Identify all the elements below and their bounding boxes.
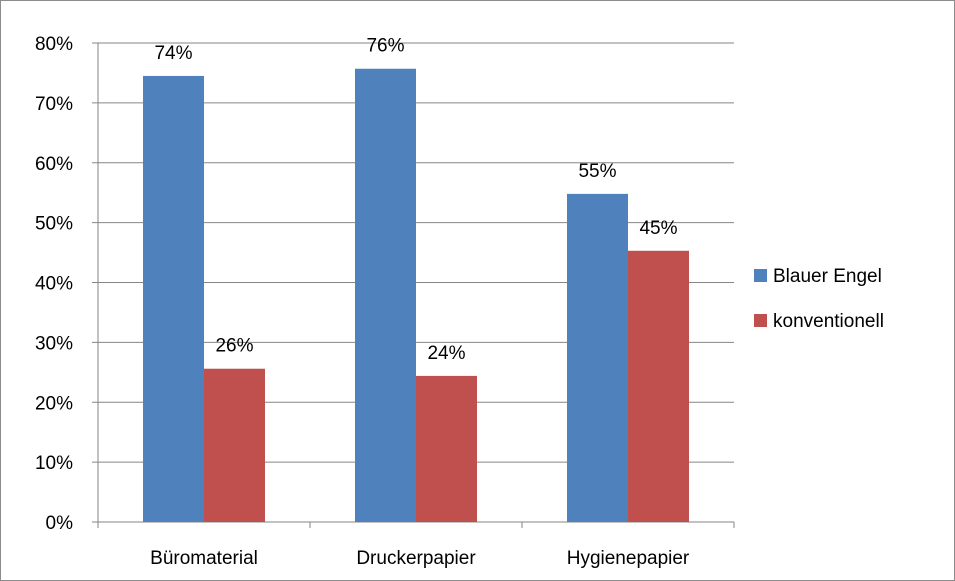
legend-label: konventionell (773, 311, 884, 332)
bar-blauer-engel (355, 68, 416, 522)
data-label: 76% (366, 36, 404, 57)
bars (143, 68, 689, 523)
y-tick-label: 0% (46, 513, 74, 534)
legend-swatch (754, 314, 767, 327)
legend: Blauer Engel konventionell (754, 266, 884, 332)
axes: 0% 10% 20% 30% 40% 50% 60% 70% 80% Büromaterial Dr… (35, 34, 735, 569)
y-tick-label: 80% (35, 34, 73, 55)
bar-blauer-engel (143, 75, 204, 523)
y-tick-label: 20% (35, 393, 73, 414)
x-tick-label: Druckerpapier (356, 548, 476, 569)
y-tick-label: 50% (35, 214, 73, 235)
data-label: 24% (427, 343, 465, 364)
data-label: 74% (154, 43, 192, 64)
y-tick-label: 70% (35, 94, 73, 115)
legend-label: Blauer Engel (773, 266, 882, 287)
data-label: 26% (215, 336, 253, 357)
bar-konventionell (416, 375, 477, 522)
bar-konventionell (204, 368, 265, 522)
legend-swatch (754, 269, 767, 282)
y-tick-label: 30% (35, 333, 73, 354)
bar-blauer-engel (567, 193, 628, 522)
data-labels: 74% 26% 76% 24% 55% 45% (154, 36, 677, 364)
bar-konventionell (628, 250, 689, 523)
y-tick-label: 60% (35, 154, 73, 175)
x-tick-label: Büromaterial (150, 548, 258, 569)
data-label: 45% (639, 218, 677, 239)
y-tick-label: 10% (35, 453, 73, 474)
x-tick-label: Hygienepapier (567, 548, 690, 569)
y-tick-label: 40% (35, 274, 73, 295)
data-label: 55% (578, 161, 616, 182)
